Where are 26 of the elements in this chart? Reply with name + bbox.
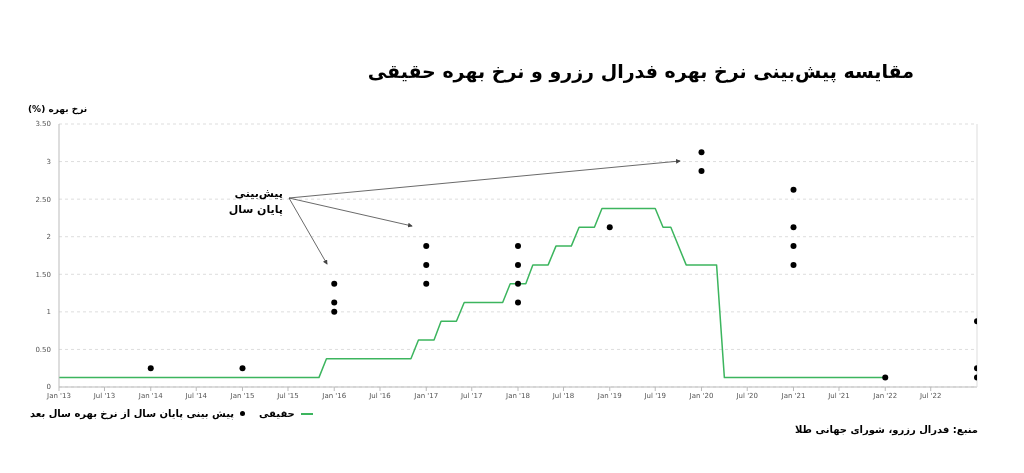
point	[790, 186, 797, 193]
point	[790, 243, 797, 250]
annotation: پیش‌بینی پایان سال	[227, 186, 283, 218]
point	[331, 308, 338, 315]
point	[515, 280, 521, 287]
point	[423, 280, 430, 287]
y-axis-title: نرخ بهره (%)	[28, 104, 88, 114]
point	[147, 365, 154, 372]
point	[515, 243, 521, 250]
point	[790, 224, 797, 231]
chart-title: مقایسه پیش‌بینی نرخ بهره فدرال رزرو و نرخ بهره حقیقی	[366, 60, 914, 82]
point	[239, 365, 246, 372]
point	[698, 167, 705, 174]
legend-label: حقیقی	[258, 408, 295, 419]
point	[331, 299, 338, 306]
legend-label: پیش بینی پایان سال از نرخ بهره سال بعد	[30, 408, 234, 419]
point	[515, 261, 521, 268]
point	[882, 374, 889, 381]
point	[698, 149, 705, 156]
point	[790, 261, 797, 268]
point	[423, 243, 430, 250]
text: منبع: فدرال رزرو، شورای جهانی طلا	[795, 424, 978, 435]
point	[515, 299, 521, 306]
point	[606, 224, 613, 231]
point	[331, 280, 338, 287]
point	[423, 261, 430, 268]
